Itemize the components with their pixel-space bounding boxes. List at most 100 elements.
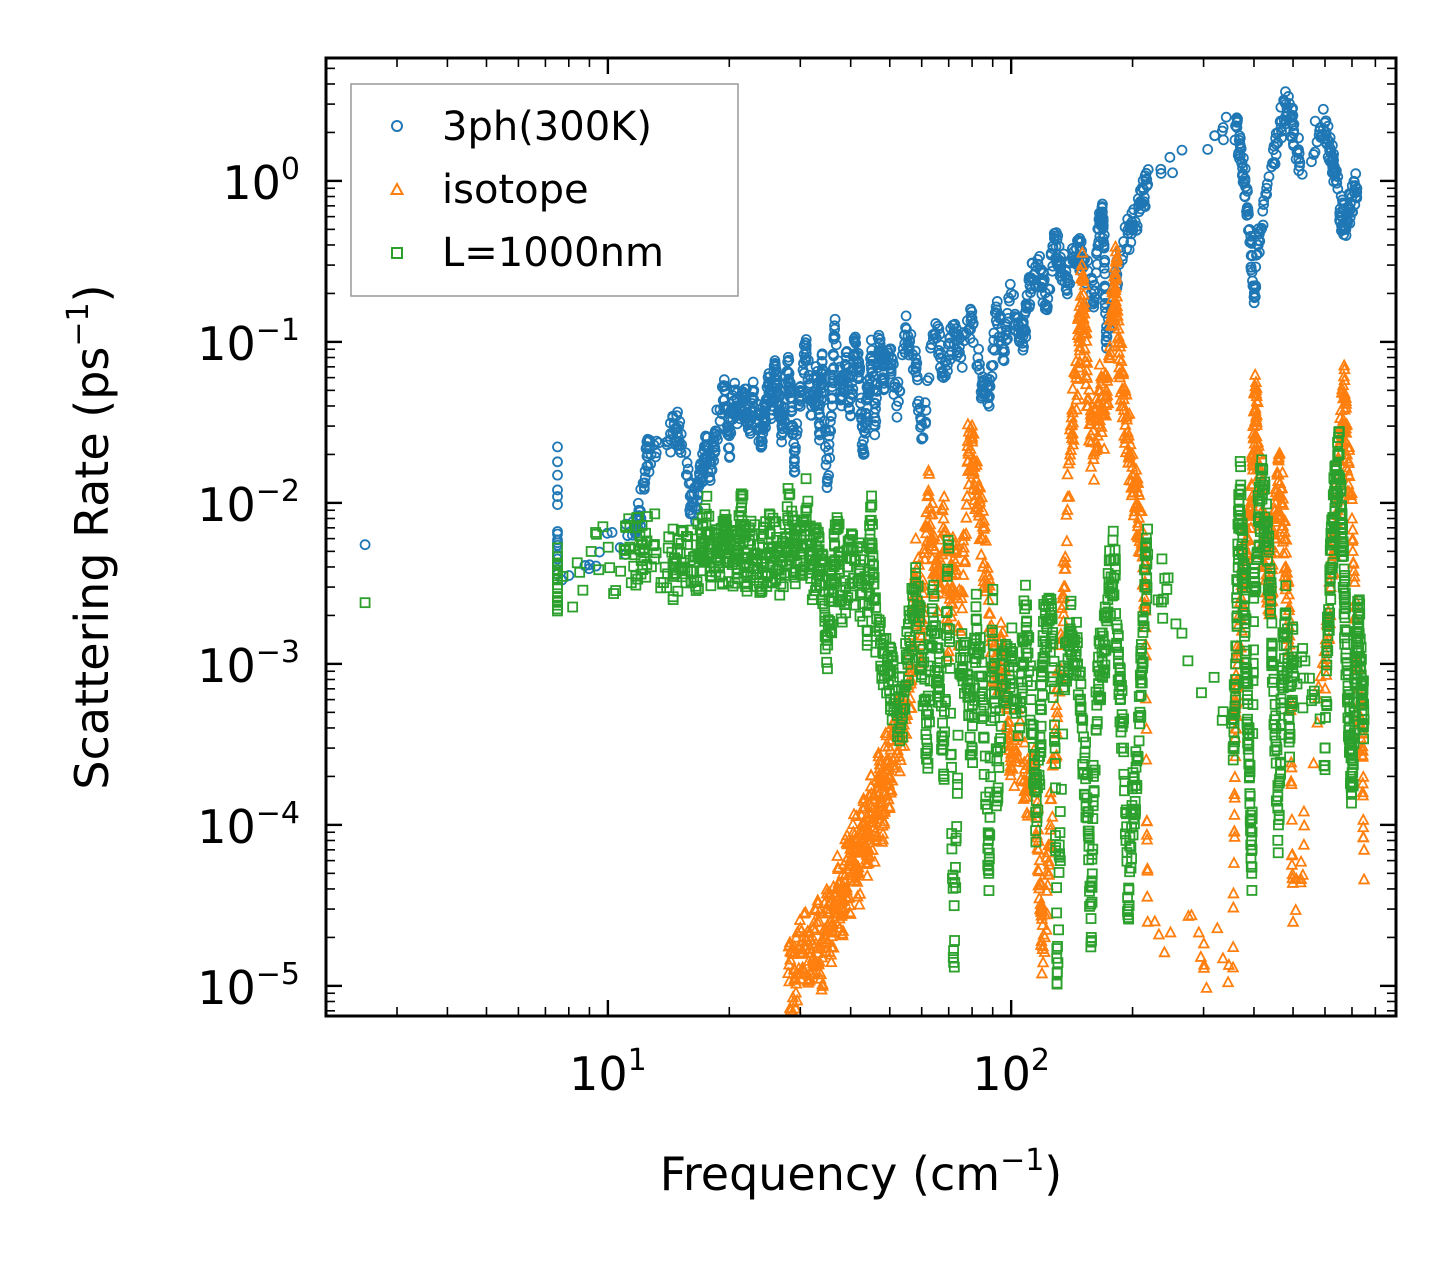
square-marker-2 xyxy=(870,602,882,613)
square-marker-2 xyxy=(359,597,371,609)
square-marker-2 xyxy=(737,489,749,501)
square-marker-2 xyxy=(1016,706,1028,718)
square-marker-2 xyxy=(789,541,801,553)
circle-marker-0 xyxy=(1258,199,1270,210)
triangle-marker-1 xyxy=(1060,534,1074,547)
circle-marker-0 xyxy=(642,460,654,471)
triangle-marker-1 xyxy=(808,967,822,980)
circle-marker-0 xyxy=(1251,248,1263,260)
square-marker-2 xyxy=(1217,706,1229,718)
square-marker-2 xyxy=(978,699,990,711)
square-marker-2 xyxy=(552,557,563,569)
triangle-marker-1 xyxy=(806,921,820,934)
circle-marker-0 xyxy=(1267,157,1278,169)
circle-marker-0 xyxy=(972,360,984,372)
circle-marker-0 xyxy=(933,345,945,356)
triangle-marker-1 xyxy=(864,768,878,781)
square-marker-2 xyxy=(973,648,985,660)
circle-marker-0 xyxy=(1075,236,1087,248)
triangle-marker-1 xyxy=(825,918,839,931)
triangle-marker-1 xyxy=(1078,300,1091,312)
triangle-marker-1 xyxy=(873,794,887,807)
circle-marker-0 xyxy=(823,445,834,456)
circle-marker-0 xyxy=(818,415,830,427)
circle-marker-0 xyxy=(984,391,995,402)
square-marker-2 xyxy=(1087,813,1099,824)
square-marker-2 xyxy=(800,473,812,485)
circle-marker-0 xyxy=(854,364,866,376)
triangle-marker-1 xyxy=(788,946,801,959)
square-marker-2 xyxy=(1248,644,1259,656)
triangle-marker-1 xyxy=(1356,749,1370,762)
square-marker-2 xyxy=(1134,718,1146,730)
square-marker-2 xyxy=(1031,812,1043,823)
square-marker-2 xyxy=(701,490,713,502)
square-marker-2 xyxy=(1230,679,1242,690)
square-marker-2 xyxy=(649,553,660,565)
circle-marker-0 xyxy=(849,331,861,343)
square-marker-2 xyxy=(748,574,760,586)
circle-marker-0 xyxy=(682,463,694,475)
square-marker-2 xyxy=(995,720,1007,732)
triangle-marker-1 xyxy=(784,952,797,965)
square-marker-2 xyxy=(1112,630,1124,641)
square-marker-2 xyxy=(636,520,648,531)
square-marker-2 xyxy=(1239,627,1251,638)
triangle-marker-1 xyxy=(1099,389,1113,402)
square-marker-2 xyxy=(1046,630,1058,642)
square-marker-2 xyxy=(1065,599,1077,611)
triangle-marker-1 xyxy=(1118,435,1132,448)
circle-marker-0 xyxy=(815,394,827,406)
triangle-marker-1 xyxy=(1061,503,1074,515)
circle-marker-0 xyxy=(1350,168,1362,180)
triangle-marker-1 xyxy=(1004,768,1018,781)
triangle-marker-1 xyxy=(1119,417,1132,430)
triangle-marker-1 xyxy=(1109,280,1123,293)
square-marker-2 xyxy=(1089,764,1101,776)
square-marker-2 xyxy=(937,717,948,729)
triangle-marker-1 xyxy=(1216,951,1230,964)
square-marker-2 xyxy=(1133,711,1144,723)
circle-marker-0 xyxy=(1167,167,1178,179)
square-marker-2 xyxy=(994,705,1006,717)
triangle-marker-1 xyxy=(1018,735,1031,748)
triangle-marker-1 xyxy=(1276,534,1290,547)
square-marker-2 xyxy=(1237,532,1249,543)
triangle-marker-1 xyxy=(909,531,923,544)
square-marker-2 xyxy=(920,747,932,759)
square-marker-2 xyxy=(1157,612,1169,624)
triangle-marker-1 xyxy=(825,955,838,968)
triangle-marker-1 xyxy=(1002,728,1016,740)
triangle-marker-1 xyxy=(858,799,872,812)
triangle-marker-1 xyxy=(1097,441,1111,454)
circle-marker-0 xyxy=(870,398,881,409)
square-marker-2 xyxy=(932,642,944,654)
square-marker-2 xyxy=(970,588,982,600)
square-marker-2 xyxy=(806,538,818,550)
square-marker-2 xyxy=(1071,616,1082,628)
triangle-marker-1 xyxy=(972,505,985,518)
triangle-marker-1 xyxy=(1276,498,1290,510)
square-marker-2 xyxy=(1127,829,1139,841)
triangle-marker-1 xyxy=(1005,760,1018,773)
square-marker-2 xyxy=(1099,659,1111,671)
triangle-marker-1 xyxy=(845,871,859,883)
square-marker-2 xyxy=(1099,644,1111,655)
triangle-marker-1 xyxy=(1197,936,1211,949)
triangle-marker-1 xyxy=(1337,358,1351,371)
triangle-marker-1 xyxy=(958,553,972,566)
triangle-marker-1 xyxy=(889,760,902,773)
circle-marker-0 xyxy=(552,469,563,481)
triangle-marker-1 xyxy=(1211,921,1224,934)
triangle-marker-1 xyxy=(868,854,881,867)
circle-marker-0 xyxy=(909,345,921,357)
square-marker-2 xyxy=(862,581,874,593)
triangle-marker-1 xyxy=(1082,392,1095,404)
square-marker-2 xyxy=(667,591,679,603)
square-marker-2 xyxy=(1074,704,1086,716)
triangle-marker-1 xyxy=(789,1001,802,1014)
square-marker-2 xyxy=(1123,900,1135,911)
square-marker-2 xyxy=(928,579,940,591)
circle-marker-0 xyxy=(849,349,861,361)
triangle-marker-1 xyxy=(1049,698,1063,711)
